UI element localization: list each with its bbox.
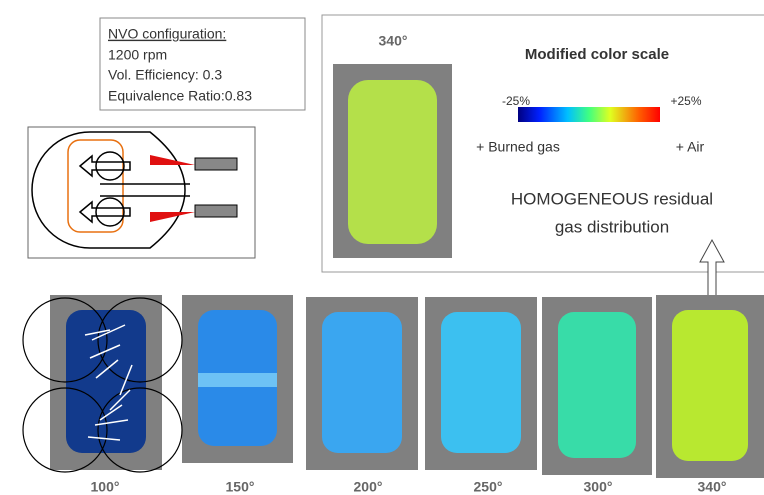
frame-angle: 300° xyxy=(584,479,613,495)
conclusion: HOMOGENEOUS residual xyxy=(511,189,713,208)
conclusion: gas distribution xyxy=(555,217,669,236)
inset-angle: 340° xyxy=(379,33,408,49)
engine-schematic xyxy=(28,127,255,258)
scale-min: -25% xyxy=(502,94,530,108)
frames: 100° 150° 200° 250° 300° 340° xyxy=(23,295,764,495)
color-scale xyxy=(518,107,660,122)
frame-angle: 150° xyxy=(226,479,255,495)
inset-field xyxy=(348,80,437,244)
scale-title: Modified color scale xyxy=(525,46,669,63)
config-line: Vol. Efficiency: 0.3 xyxy=(108,67,222,83)
frame-field xyxy=(558,312,636,458)
frame-field xyxy=(672,310,748,461)
frame-angle: 250° xyxy=(474,479,503,495)
figure: NVO configuration: 1200 rpm Vol. Efficie… xyxy=(0,0,764,495)
scale-max: +25% xyxy=(670,94,701,108)
frame-angle: 200° xyxy=(354,479,383,495)
config-line: 1200 rpm xyxy=(108,47,167,63)
frame-band xyxy=(198,373,277,387)
frame-angle: 100° xyxy=(91,479,120,495)
config-title: NVO configuration: xyxy=(108,26,226,42)
burned-gas-label: + Burned gas xyxy=(476,139,560,155)
config-line: Equivalence Ratio:0.83 xyxy=(108,88,252,104)
air-label: + Air xyxy=(676,139,705,155)
frame-angle: 340° xyxy=(698,479,727,495)
frame-field xyxy=(441,312,521,453)
frame-field xyxy=(322,312,402,453)
